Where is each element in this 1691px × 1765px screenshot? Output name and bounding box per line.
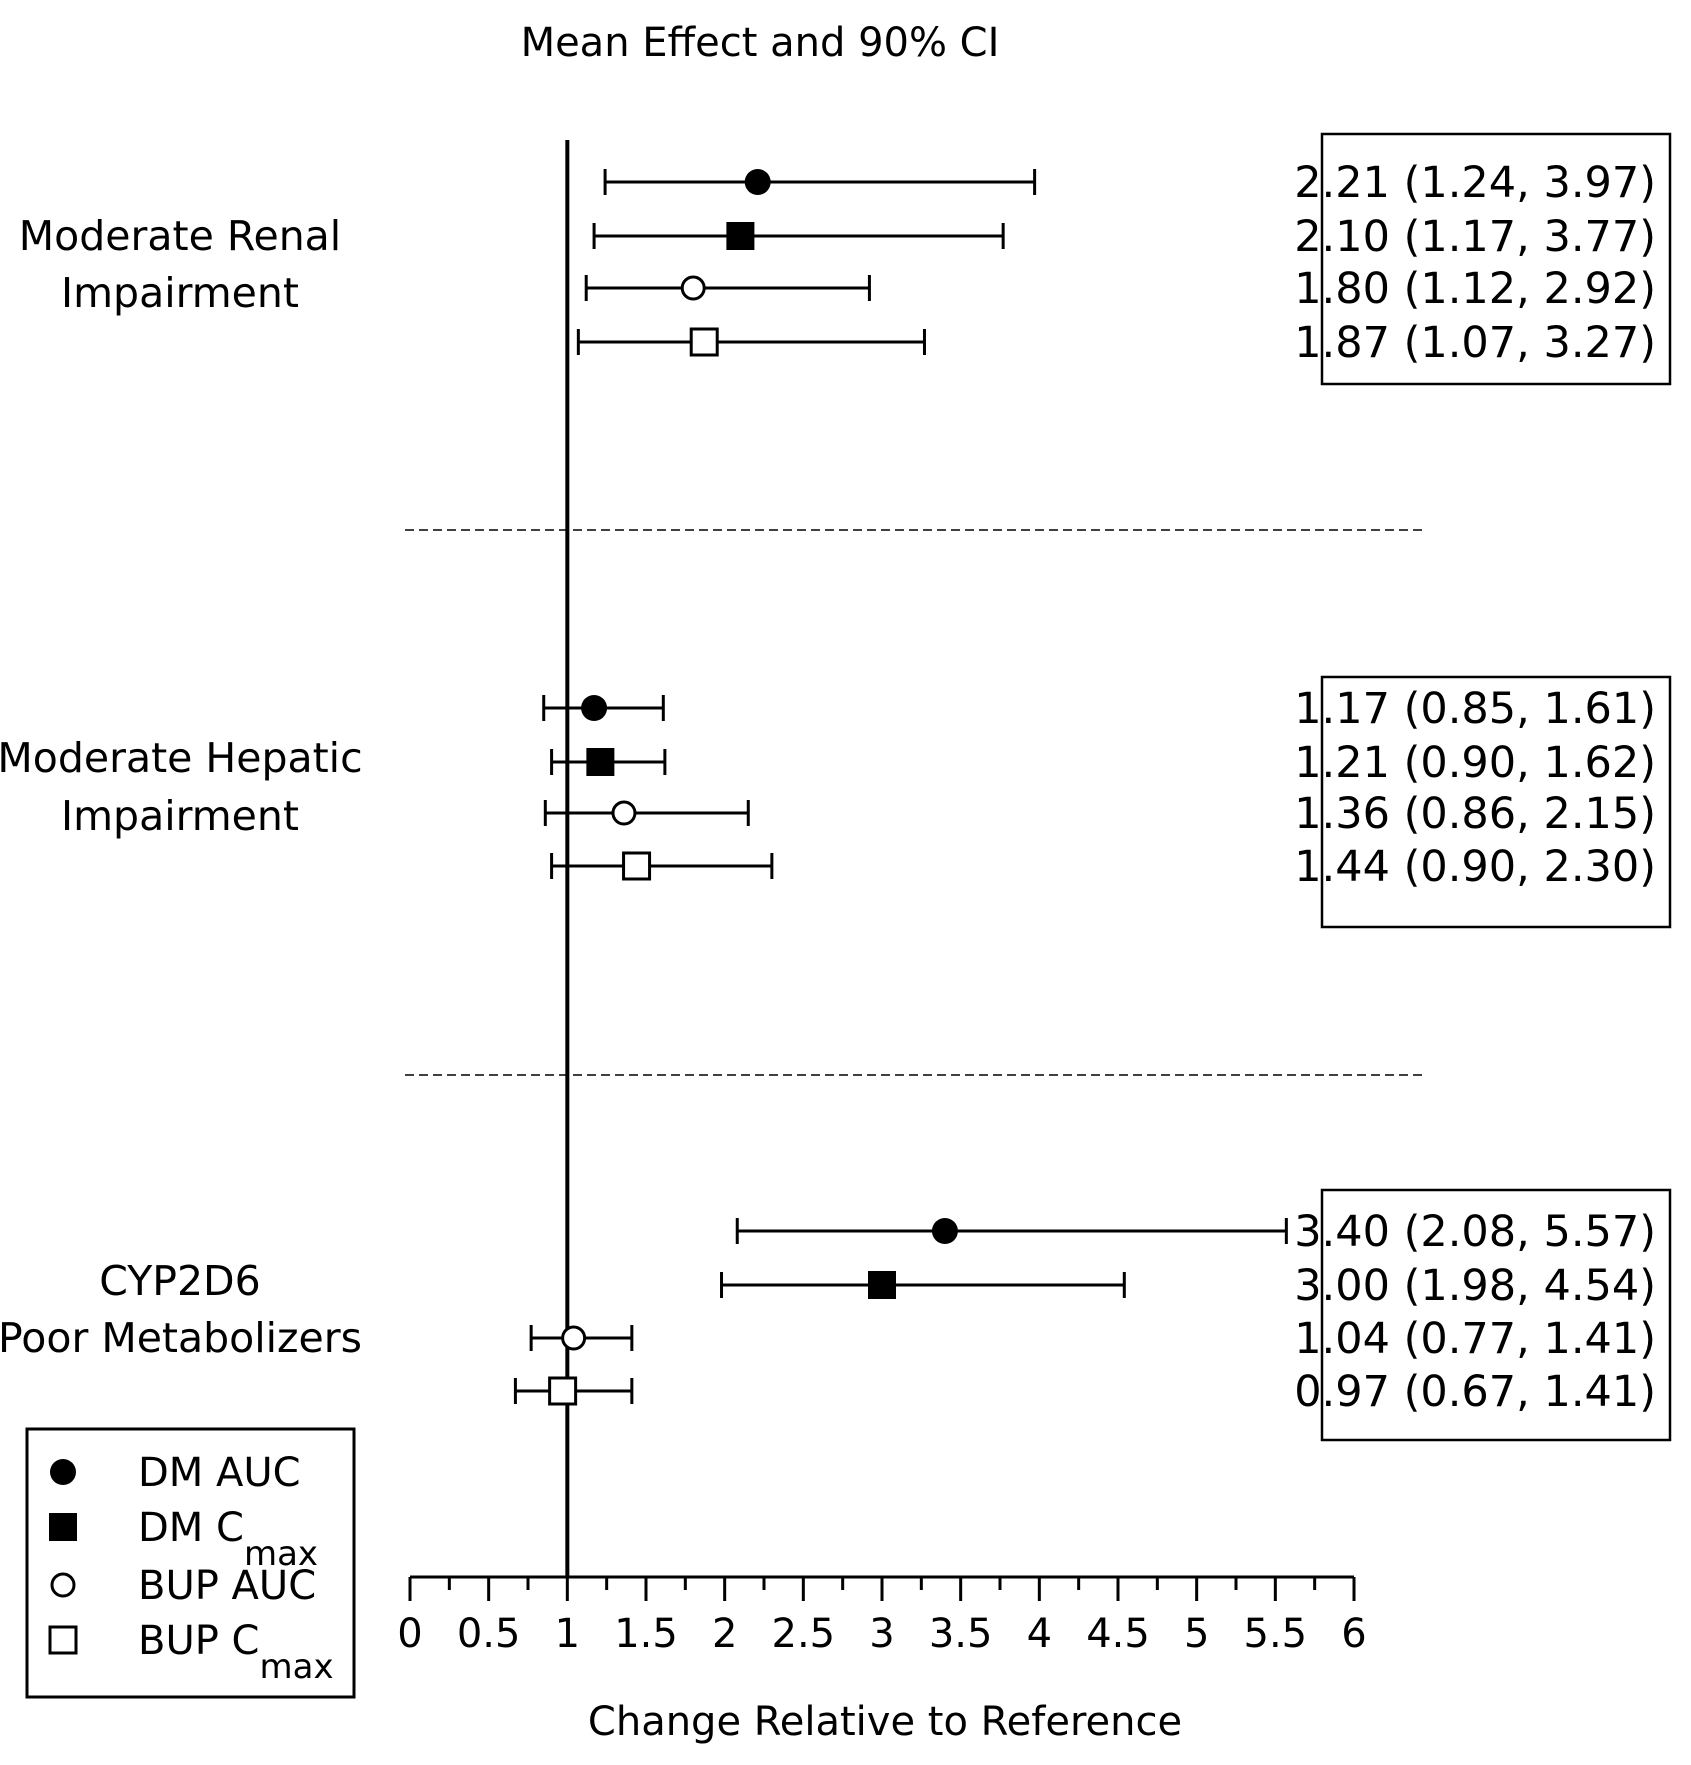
value-label: 1.04 (0.77, 1.41) [1294,1314,1656,1364]
value-label: 2.10 (1.17, 3.77) [1294,212,1656,262]
x-tick-label: 6 [1341,1611,1366,1657]
point-marker [622,851,652,881]
x-tick-label: 4 [1027,1611,1052,1657]
point-marker [561,1325,587,1351]
group-label: Moderate Renal [19,212,341,260]
chart-title: Mean Effect and 90% CI [521,20,1000,66]
legend-item: DM Cmax [49,1505,318,1574]
value-label: 1.87 (1.07, 3.27) [1294,318,1656,368]
group-labels: Moderate Renal Impairment Moderate Hepatic… [0,212,363,1362]
group-separators [405,529,1425,1076]
legend-box [25,1427,356,1699]
point-marker [548,1376,578,1406]
legend-item: BUP Cmax [48,1618,334,1687]
point-marker [726,222,755,250]
value-label: 1.44 (0.90, 2.30) [1294,842,1656,892]
x-tick-label: 1 [555,1611,580,1657]
legend-label: BUP AUC [138,1563,316,1609]
value-label: 3.00 (1.98, 4.54) [1294,1261,1656,1311]
value-label: 1.36 (0.86, 2.15) [1294,789,1656,839]
group-label: Poor Metabolizers [0,1314,362,1362]
point-marker [611,800,637,826]
value-label: 1.21 (0.90, 1.62) [1294,738,1656,788]
group-label: Moderate Hepatic [0,734,363,782]
ci-row [513,1376,634,1406]
x-tick-label: 5 [1184,1611,1209,1657]
group-label: Impairment [61,269,299,317]
ci-row [592,222,1005,250]
legend-label: BUP Cmax [138,1618,334,1687]
ci-row [550,851,774,881]
point-marker [931,1218,958,1244]
value-box [1320,132,1672,386]
value-label: 0.97 (0.67, 1.41) [1294,1367,1656,1417]
ci-row [543,800,750,826]
plot-marks [513,169,1288,1406]
value-label: 1.80 (1.12, 2.92) [1294,264,1656,314]
ci-row [529,1325,634,1351]
legend-item: BUP AUC [50,1563,316,1609]
point-marker [581,695,608,721]
x-tick-label: 3.5 [929,1611,993,1657]
legend-marker [49,1513,77,1541]
legend-item: DM AUC [50,1450,301,1496]
legend-marker [50,1572,76,1598]
ci-row [550,748,667,776]
x-tick-label: 1.5 [614,1611,678,1657]
x-tick-label: 2 [712,1611,737,1657]
group-label: CYP2D6 [99,1257,260,1305]
x-axis-label: Change Relative to Reference [588,1699,1182,1745]
value-label: 2.21 (1.24, 3.97) [1294,158,1656,208]
x-tick-label: 2.5 [772,1611,836,1657]
value-box [1320,1188,1672,1442]
ci-row [542,695,665,721]
x-tick-label: 0 [397,1611,422,1657]
x-axis: 0 0.5 1 1.5 2 2.5 3 3.5 4 4.5 5 5.5 6 [397,1575,1367,1657]
group-label: Impairment [61,792,299,840]
ci-row [603,169,1037,195]
ci-row [735,1218,1288,1244]
value-boxes: 2.21 (1.24, 3.97)2.10 (1.17, 3.77)1.80 (… [1294,132,1672,1442]
legend-label: DM Cmax [138,1505,318,1574]
point-marker [586,748,615,776]
x-tick-label: 5.5 [1244,1611,1308,1657]
legend-marker [50,1459,76,1485]
legend-label: DM AUC [138,1450,301,1496]
value-box [1320,675,1672,929]
x-tick-label: 3 [869,1611,894,1657]
ci-row [720,1271,1126,1299]
ci-row [584,275,871,301]
value-label: 3.40 (2.08, 5.57) [1294,1207,1656,1257]
point-marker [744,169,771,195]
point-marker [680,275,706,301]
point-marker [689,327,719,357]
point-marker [868,1271,896,1299]
ci-row [576,327,926,357]
legend-marker [48,1625,78,1655]
x-tick-label: 4.5 [1086,1611,1150,1657]
x-tick-label: 0.5 [457,1611,521,1657]
value-label: 1.17 (0.85, 1.61) [1294,684,1656,734]
